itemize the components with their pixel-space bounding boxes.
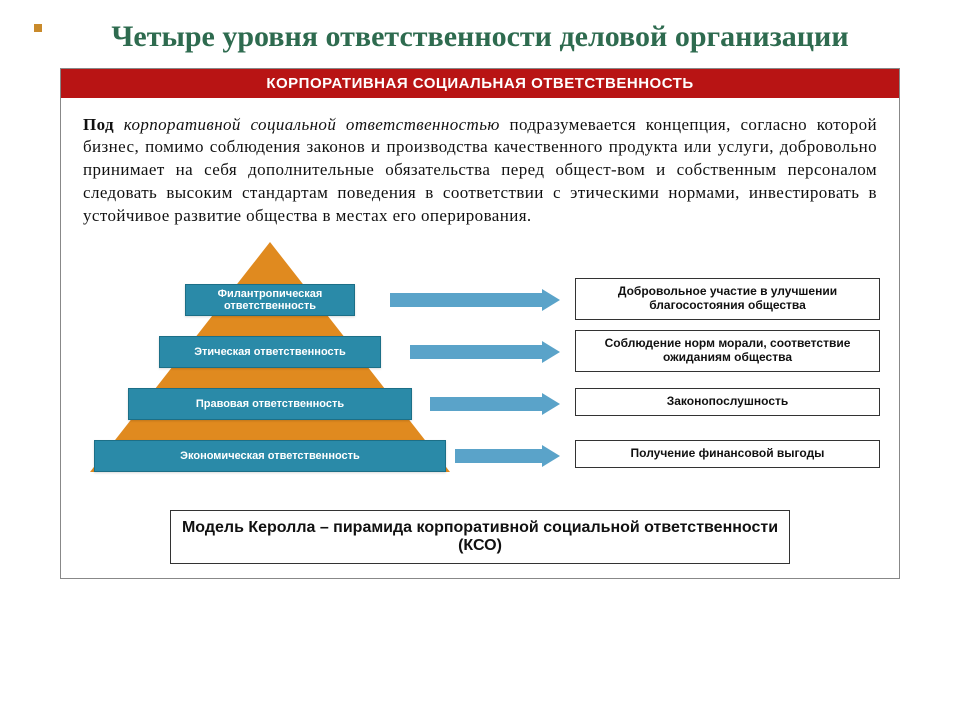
page-title: Четыре уровня ответственности деловой ор…	[34, 18, 926, 56]
level-description: Получение финансовой выгоды	[575, 440, 880, 468]
definition-term: корпоративной социальной ответственность…	[124, 115, 500, 134]
arrow-right-icon	[410, 341, 560, 363]
pyramid-level-band: Правовая ответственность	[128, 388, 412, 420]
caption-box: Модель Керолла – пирамида корпоративной …	[170, 510, 790, 564]
pyramid-diagram: Филантропическая ответственность Этическа…	[80, 242, 880, 502]
definition-paragraph: Под корпоративной социальной ответственн…	[61, 98, 899, 237]
pyramid-level-band: Экономическая ответственность	[94, 440, 446, 472]
arrow-right-icon	[455, 445, 560, 467]
content-panel: КОРПОРАТИВНАЯ СОЦИАЛЬНАЯ ОТВЕТСТВЕННОСТЬ…	[60, 68, 900, 580]
arrow-right-icon	[430, 393, 560, 415]
title-accent-square	[34, 24, 42, 32]
level-description: Добровольное участие в улучшении благосо…	[575, 278, 880, 320]
pyramid: Филантропическая ответственность Этическа…	[90, 242, 450, 472]
banner-heading: КОРПОРАТИВНАЯ СОЦИАЛЬНАЯ ОТВЕТСТВЕННОСТЬ	[61, 69, 899, 98]
definition-lead: Под	[83, 115, 124, 134]
level-description: Законопослушность	[575, 388, 880, 416]
pyramid-level-band: Филантропическая ответственность	[185, 284, 355, 316]
pyramid-level-band: Этическая ответственность	[159, 336, 381, 368]
arrow-right-icon	[390, 289, 560, 311]
slide: Четыре уровня ответственности деловой ор…	[0, 0, 960, 720]
level-description: Соблюдение норм морали, соответствие ожи…	[575, 330, 880, 372]
